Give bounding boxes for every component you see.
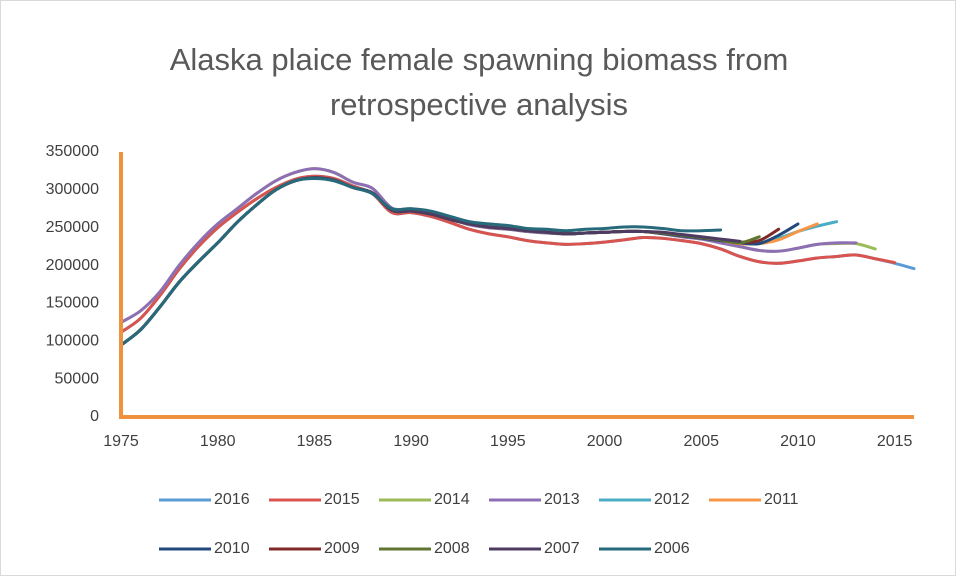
x-tick-label: 2005 — [683, 433, 719, 450]
legend-label: 2016 — [214, 491, 250, 508]
x-tick-label: 2010 — [780, 433, 816, 450]
legend-label: 2015 — [324, 491, 360, 508]
legend-label: 2010 — [214, 540, 250, 557]
y-tick-label: 100000 — [46, 333, 99, 350]
series-line — [119, 176, 761, 347]
series-line — [119, 167, 877, 324]
chart-title: Alaska plaice female spawning biomass fr… — [169, 42, 789, 122]
legend-label: 2009 — [324, 540, 360, 557]
y-tick-label: 300000 — [46, 181, 99, 198]
y-tick-label: 150000 — [46, 295, 99, 312]
x-tick-label: 2000 — [587, 433, 623, 450]
x-tick-label: 2015 — [877, 433, 913, 450]
legend-label: 2011 — [764, 491, 799, 508]
y-tick-label: 50000 — [55, 370, 100, 387]
series-line — [119, 167, 858, 324]
y-tick-label: 0 — [90, 408, 99, 425]
series-line — [119, 177, 723, 347]
legend-label: 2013 — [544, 491, 580, 508]
series-line — [119, 174, 897, 334]
legend-label: 2014 — [434, 491, 470, 508]
y-tick-label: 250000 — [46, 219, 99, 236]
series-line — [119, 176, 781, 347]
x-tick-label: 1985 — [297, 433, 333, 450]
series-line — [119, 176, 839, 347]
legend-label: 2006 — [654, 540, 690, 557]
x-tick-label: 1980 — [200, 433, 236, 450]
x-tick-label: 1990 — [393, 433, 429, 450]
series-line — [119, 174, 916, 334]
series-line — [119, 176, 742, 347]
x-tick-label: 1995 — [490, 433, 526, 450]
x-tick-label: 1975 — [103, 433, 139, 450]
legend-label: 2012 — [654, 491, 690, 508]
series-line — [119, 176, 800, 347]
series-line — [119, 176, 819, 347]
legend-label: 2008 — [434, 540, 470, 557]
y-tick-label: 200000 — [46, 257, 99, 274]
y-tick-label: 350000 — [46, 143, 99, 160]
legend-label: 2007 — [544, 540, 580, 557]
